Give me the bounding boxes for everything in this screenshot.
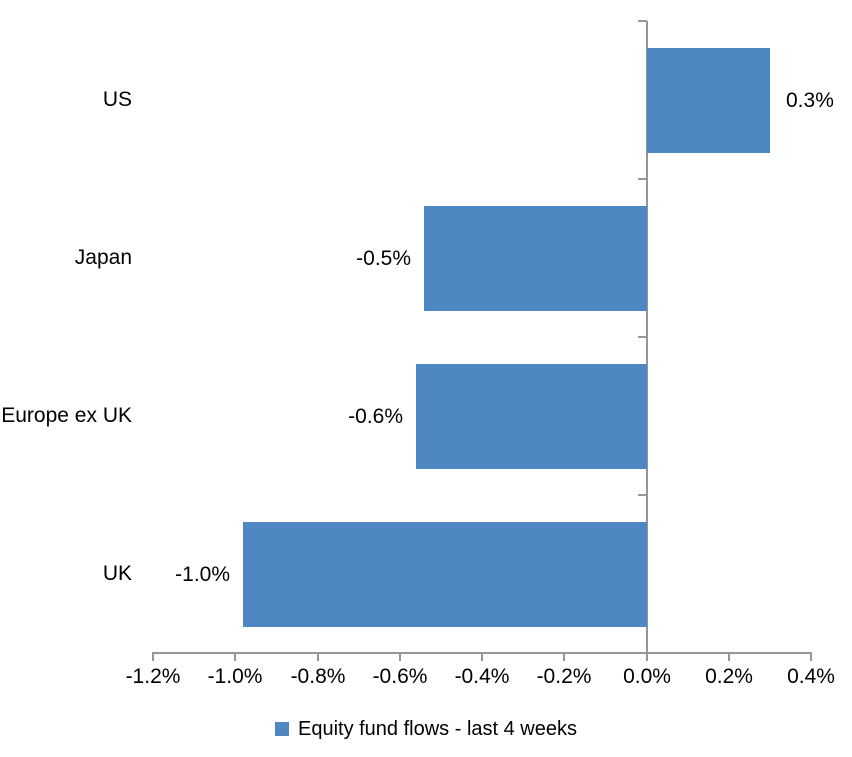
category-axis-tick <box>638 494 647 496</box>
category-axis-tick <box>638 336 647 338</box>
category-label-japan: Japan <box>74 246 132 269</box>
x-tick-label: 0.0% <box>623 665 671 688</box>
legend-series-label: Equity fund flows - last 4 weeks <box>297 717 577 740</box>
x-tick-label: -0.2% <box>536 665 592 688</box>
legend-series-marker-icon <box>274 722 289 736</box>
x-axis-tick <box>481 652 483 661</box>
bar-japan <box>424 206 647 311</box>
x-axis-tick <box>317 652 319 661</box>
x-tick-label: 0.4% <box>787 665 835 688</box>
bar-europe-ex-uk <box>416 364 647 469</box>
x-axis-tick <box>234 652 236 661</box>
x-tick-label: -0.8% <box>290 665 346 688</box>
category-axis-tick <box>638 20 647 22</box>
x-tick-label: -0.6% <box>372 665 428 688</box>
data-label-uk: -1.0% <box>175 562 230 586</box>
zero-axis-line <box>646 21 648 661</box>
x-tick-label: -0.4% <box>454 665 510 688</box>
x-axis-tick <box>810 652 812 661</box>
x-axis-tick <box>728 652 730 661</box>
category-label-uk: UK <box>102 562 132 585</box>
data-label-japan: -0.5% <box>356 246 411 270</box>
legend: Equity fund flows - last 4 weeks <box>0 714 852 744</box>
category-axis-tick <box>638 178 647 180</box>
bar-uk <box>243 522 647 627</box>
x-axis-tick <box>399 652 401 661</box>
x-tick-label: -1.0% <box>207 665 263 688</box>
x-axis-tick <box>563 652 565 661</box>
category-label-us: US <box>102 88 132 111</box>
data-label-europe-ex-uk: -0.6% <box>348 404 403 428</box>
bar-us <box>647 48 770 153</box>
x-tick-label: 0.2% <box>705 665 753 688</box>
category-label-europe-ex-uk: Europe ex UK <box>1 404 132 427</box>
x-tick-label: -1.2% <box>125 665 181 688</box>
x-axis-tick <box>646 652 648 661</box>
data-label-us: 0.3% <box>786 88 834 112</box>
x-axis-tick <box>152 652 154 661</box>
